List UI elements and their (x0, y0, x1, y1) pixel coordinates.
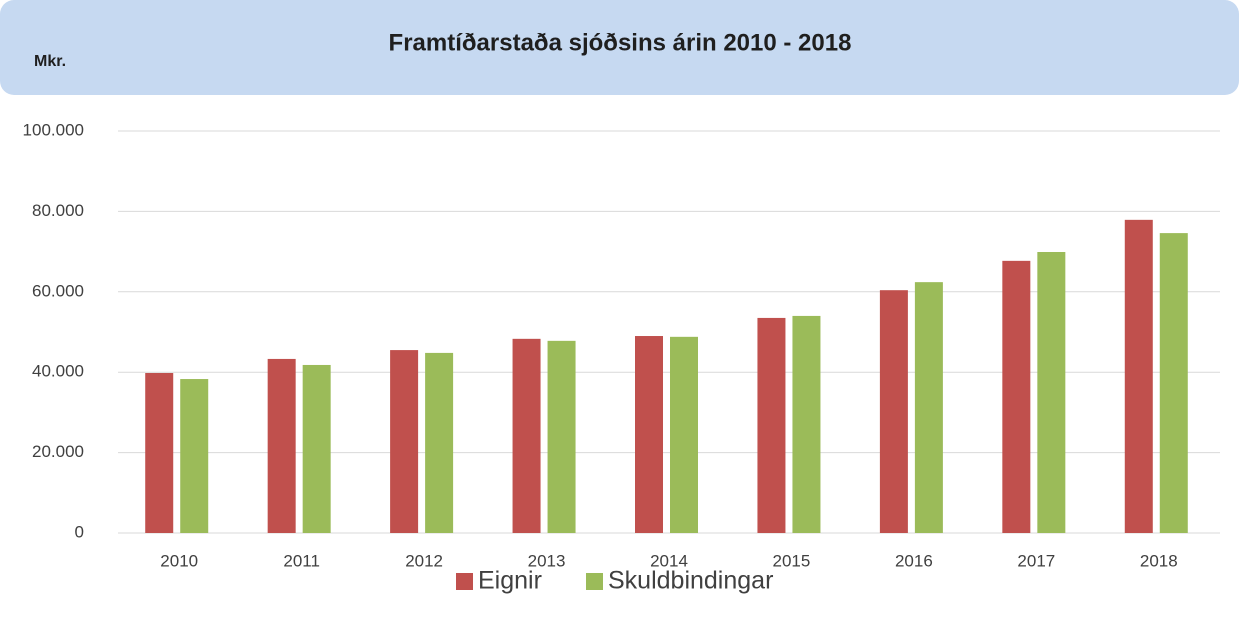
bar (267, 358, 296, 533)
y-tick-label: 60.000 (32, 281, 84, 300)
chart-title: Framtíðarstaða sjóðsins árin 2010 - 2018 (389, 29, 852, 56)
bar (180, 379, 209, 533)
x-tick-label: 2014 (650, 551, 688, 570)
bar (1037, 252, 1066, 533)
bar (757, 317, 786, 533)
x-tick-label: 2013 (528, 551, 566, 570)
x-tick-label: 2010 (160, 551, 198, 570)
bar (635, 336, 663, 533)
x-tick-label: 2018 (1140, 551, 1178, 570)
bar (670, 336, 698, 533)
y-tick-label: 0 (75, 522, 84, 541)
x-tick-label: 2012 (405, 551, 443, 570)
bar (792, 315, 821, 533)
bar (1124, 219, 1153, 534)
y-axis-label: Mkr. (34, 53, 66, 70)
legend-swatch (586, 573, 603, 590)
x-tick-label: 2015 (773, 551, 811, 570)
legend-label: Skuldbindingar (608, 567, 773, 595)
bar (145, 373, 174, 533)
bar (390, 350, 419, 533)
bar (512, 338, 541, 533)
bar (547, 340, 576, 533)
bar (1002, 260, 1031, 533)
bar (879, 290, 908, 533)
y-tick-label: 20.000 (32, 442, 84, 461)
bar (302, 364, 331, 533)
x-tick-label: 2017 (1017, 551, 1055, 570)
x-tick-label: 2011 (283, 551, 320, 570)
legend-label: Eignir (478, 567, 542, 595)
bar (914, 282, 943, 533)
bar (425, 352, 454, 533)
bar (1159, 233, 1188, 533)
legend-swatch (456, 573, 473, 590)
y-tick-label: 40.000 (32, 362, 84, 381)
y-tick-label: 80.000 (32, 201, 84, 220)
y-tick-label: 100.000 (23, 120, 84, 139)
x-tick-label: 2016 (895, 551, 933, 570)
header-box (0, 0, 1239, 95)
